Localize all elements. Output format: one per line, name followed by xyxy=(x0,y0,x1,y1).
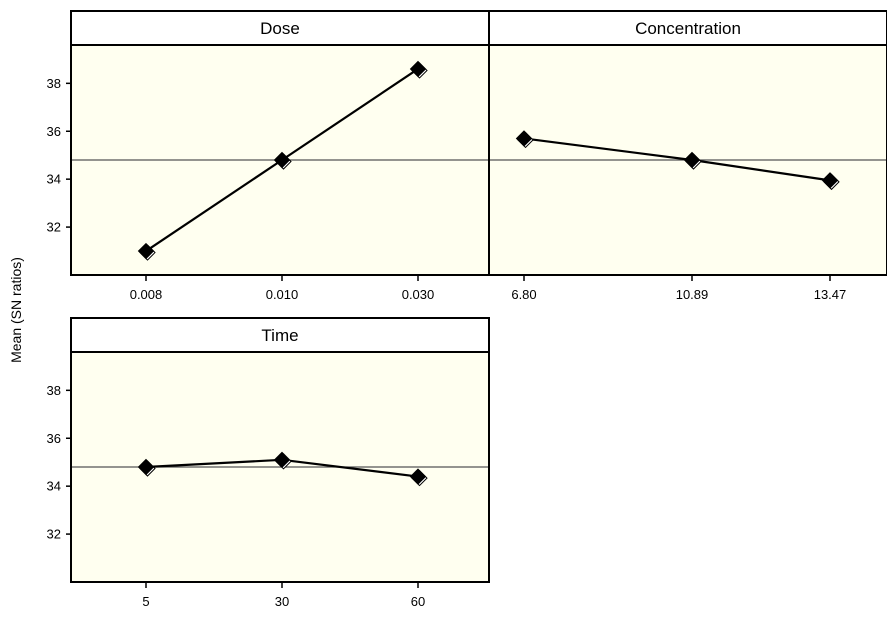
data-point xyxy=(273,151,291,169)
data-point xyxy=(683,151,701,169)
panel-frame xyxy=(70,317,490,583)
data-point xyxy=(515,130,533,147)
panel-time: Time 32 34 36 38 5 30 60 xyxy=(47,317,490,609)
x-tick-label: 60 xyxy=(411,594,425,609)
x-tick-label: 0.030 xyxy=(402,287,435,302)
y-tick-label: 38 xyxy=(47,76,61,91)
x-tick-label: 30 xyxy=(275,594,289,609)
data-point xyxy=(137,458,155,476)
y-tick-label: 32 xyxy=(47,527,61,542)
panel-dose: Dose 32 34 36 38 0.008 0.010 0.030 xyxy=(47,10,490,302)
panel-title-concentration: Concentration xyxy=(635,19,741,38)
data-point xyxy=(273,451,291,469)
x-tick-label: 0.008 xyxy=(130,287,163,302)
y-tick-label: 32 xyxy=(47,220,61,235)
panel-concentration: Concentration 6.80 10.89 13.47 xyxy=(488,10,887,302)
x-tick-label: 13.47 xyxy=(814,287,847,302)
data-point xyxy=(821,172,839,189)
y-tick-label: 36 xyxy=(47,124,61,139)
panel-title-strip xyxy=(71,11,489,45)
panel-title-strip xyxy=(489,11,887,45)
x-tick-label: 0.010 xyxy=(266,287,299,302)
panel-title-strip xyxy=(71,318,489,352)
y-axis-title: Mean (SN ratios) xyxy=(8,257,24,363)
x-tick-label: 10.89 xyxy=(676,287,709,302)
data-point xyxy=(137,242,155,260)
y-tick-label: 38 xyxy=(47,383,61,398)
y-tick-label: 34 xyxy=(47,172,61,187)
panel-frame xyxy=(488,10,887,276)
y-tick-label: 34 xyxy=(47,479,61,494)
panel-title-time: Time xyxy=(261,326,298,345)
data-point xyxy=(409,60,427,78)
x-tick-label: 5 xyxy=(142,594,149,609)
data-point xyxy=(409,468,427,485)
y-tick-label: 36 xyxy=(47,431,61,446)
x-tick-label: 6.80 xyxy=(511,287,536,302)
panel-title-dose: Dose xyxy=(260,19,300,38)
